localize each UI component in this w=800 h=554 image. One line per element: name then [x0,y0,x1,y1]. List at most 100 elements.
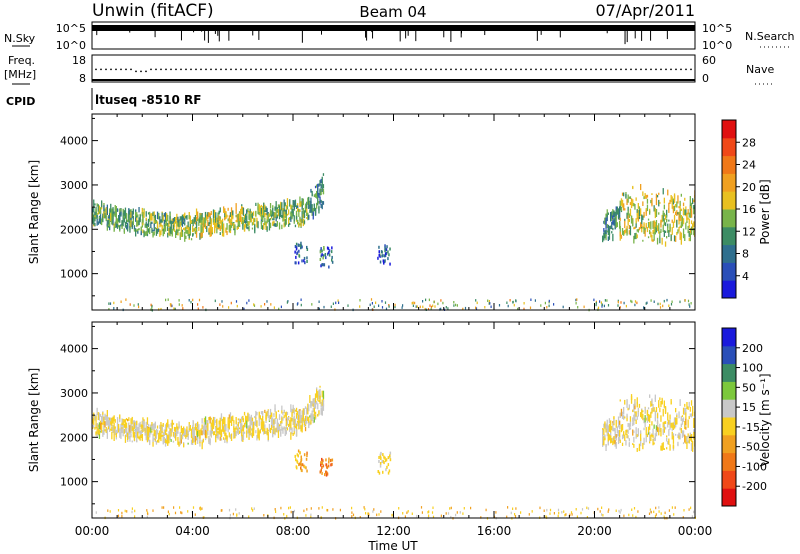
power-near-range-mark [170,303,172,306]
power-echo-mark [678,227,680,232]
velocity-echo-mark [642,413,644,421]
power-echo-mark [616,206,618,215]
power-echo-mark [636,229,638,232]
velocity-near-range-mark [179,506,181,509]
velocity-near-range-mark [275,510,277,513]
velocity-echo-mark [603,436,605,439]
velocity-echo-mark [668,429,670,436]
power-echo-mark [289,217,291,221]
power-patch-mark [378,253,380,257]
velocity-echo-mark [203,417,206,426]
velocity-patch-mark [296,453,299,457]
velocity-echo-mark [677,434,679,438]
velocity-echo-mark [294,409,297,412]
power-echo-mark [615,215,617,221]
velocity-echo-mark [258,419,260,426]
power-echo-mark [603,233,605,241]
power-echo-mark [317,183,319,189]
velocity-patch-mark [320,468,322,472]
velocity-echo-mark [653,442,655,445]
velocity-echo-mark [647,407,650,410]
velocity-echo-mark [675,433,677,436]
velocity-echo-mark [130,430,132,433]
velocity-echo-mark [619,424,621,430]
velocity-echo-mark [258,411,260,420]
velocity-echo-mark [209,416,211,424]
velocity-echo-mark [615,419,617,428]
velocity-echo-mark [119,428,121,431]
velocity-patch-mark [327,464,330,468]
power-echo-mark [194,215,197,222]
velocity-echo-mark [187,430,189,435]
velocity-echo-mark [269,415,272,419]
nave-dot [505,68,507,71]
velocity-near-range-mark [235,508,237,511]
power-near-range-mark [171,304,173,308]
velocity-colorbar-tick-label: 100 [742,362,763,375]
velocity-echo-mark [276,422,278,430]
velocity-near-range-mark [305,514,307,517]
nave-dot [345,68,347,71]
power-echo-mark [258,212,260,215]
velocity-near-range-mark [303,509,305,513]
velocity-echo-mark [632,429,634,436]
power-echo-mark [218,224,220,229]
power-echo-mark [658,199,660,207]
power-patch-mark [300,244,303,248]
velocity-patch-mark [377,470,380,473]
power-patch-mark [323,263,326,267]
velocity-near-range-mark [288,506,290,510]
velocity-echo-mark [666,447,668,450]
power-echo-mark [229,212,232,218]
velocity-echo-mark [643,427,645,431]
power-patch-mark [328,251,330,255]
power-near-range-mark [576,298,578,301]
power-echo-mark [616,222,618,228]
power-echo-mark [613,211,615,218]
power-echo-mark [271,210,273,215]
power-near-range-mark [411,302,413,305]
velocity-echo-mark [220,432,223,438]
power-echo-mark [646,227,649,233]
velocity-echo-mark [103,419,105,422]
velocity-echo-mark [262,419,264,426]
power-echo-mark [242,223,244,230]
velocity-echo-mark [267,410,269,419]
nave-tick-bottom: 0 [702,72,709,85]
velocity-colorbar-swatch [722,434,736,454]
velocity-echo-mark [627,423,629,426]
power-near-range-mark [109,302,112,305]
power-echo-mark [284,214,286,216]
velocity-echo-mark [295,430,298,437]
velocity-echo-mark [625,429,627,434]
velocity-echo-mark [301,418,303,426]
nave-dot [445,68,447,71]
power-echo-mark [645,209,647,216]
power-echo-mark [638,214,641,219]
power-near-range-mark [280,305,282,309]
velocity-echo-mark [679,433,681,437]
power-echo-mark [682,228,685,237]
power-near-range-mark [659,302,661,306]
power-echo-mark [243,224,246,232]
velocity-echo-mark [678,411,680,419]
power-echo-mark [94,217,96,222]
power-echo-mark [647,221,650,228]
velocity-near-range-mark [407,510,409,513]
nave-dot [305,68,307,71]
power-near-range-mark [253,304,256,307]
nave-dot [635,68,637,71]
velocity-ytick-label: 4000 [60,343,88,356]
power-patch-mark [327,247,330,251]
velocity-near-range-mark [628,513,630,517]
power-echo-mark [656,237,659,245]
velocity-echo-mark [274,428,276,436]
power-echo-mark [164,223,167,226]
power-echo-mark [169,216,171,224]
power-echo-mark [245,220,247,224]
power-echo-mark [628,213,630,218]
velocity-near-range-mark [660,512,662,515]
velocity-echo-mark [179,432,181,437]
power-echo-mark [145,217,147,221]
velocity-echo-mark [209,431,211,435]
